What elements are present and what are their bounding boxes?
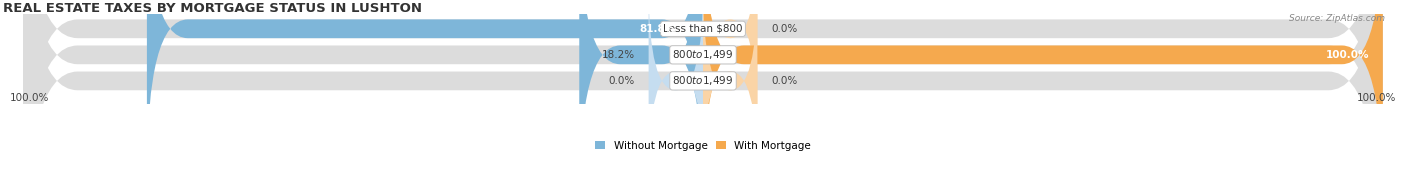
Legend: Without Mortgage, With Mortgage: Without Mortgage, With Mortgage bbox=[591, 136, 815, 155]
Text: 100.0%: 100.0% bbox=[10, 93, 49, 103]
Text: 0.0%: 0.0% bbox=[770, 24, 797, 34]
FancyBboxPatch shape bbox=[22, 0, 1384, 195]
FancyBboxPatch shape bbox=[22, 0, 1384, 195]
FancyBboxPatch shape bbox=[703, 0, 1384, 195]
FancyBboxPatch shape bbox=[146, 0, 703, 176]
FancyBboxPatch shape bbox=[648, 0, 703, 176]
Text: $800 to $1,499: $800 to $1,499 bbox=[672, 74, 734, 87]
Text: $800 to $1,499: $800 to $1,499 bbox=[672, 48, 734, 61]
Text: 0.0%: 0.0% bbox=[609, 76, 636, 86]
Text: 0.0%: 0.0% bbox=[770, 76, 797, 86]
Text: Less than $800: Less than $800 bbox=[664, 24, 742, 34]
FancyBboxPatch shape bbox=[22, 0, 1384, 195]
Text: 100.0%: 100.0% bbox=[1326, 50, 1369, 60]
FancyBboxPatch shape bbox=[579, 0, 703, 195]
Text: Source: ZipAtlas.com: Source: ZipAtlas.com bbox=[1289, 14, 1385, 23]
FancyBboxPatch shape bbox=[703, 0, 758, 176]
Text: REAL ESTATE TAXES BY MORTGAGE STATUS IN LUSHTON: REAL ESTATE TAXES BY MORTGAGE STATUS IN … bbox=[3, 2, 422, 15]
Text: 81.8%: 81.8% bbox=[640, 24, 676, 34]
FancyBboxPatch shape bbox=[703, 0, 758, 124]
Text: 100.0%: 100.0% bbox=[1357, 93, 1396, 103]
Text: 18.2%: 18.2% bbox=[602, 50, 636, 60]
